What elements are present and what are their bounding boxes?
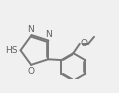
Text: O: O bbox=[28, 67, 35, 76]
Text: O: O bbox=[81, 39, 88, 48]
Text: HS: HS bbox=[5, 46, 17, 55]
Text: N: N bbox=[46, 30, 52, 39]
Text: N: N bbox=[27, 25, 34, 34]
